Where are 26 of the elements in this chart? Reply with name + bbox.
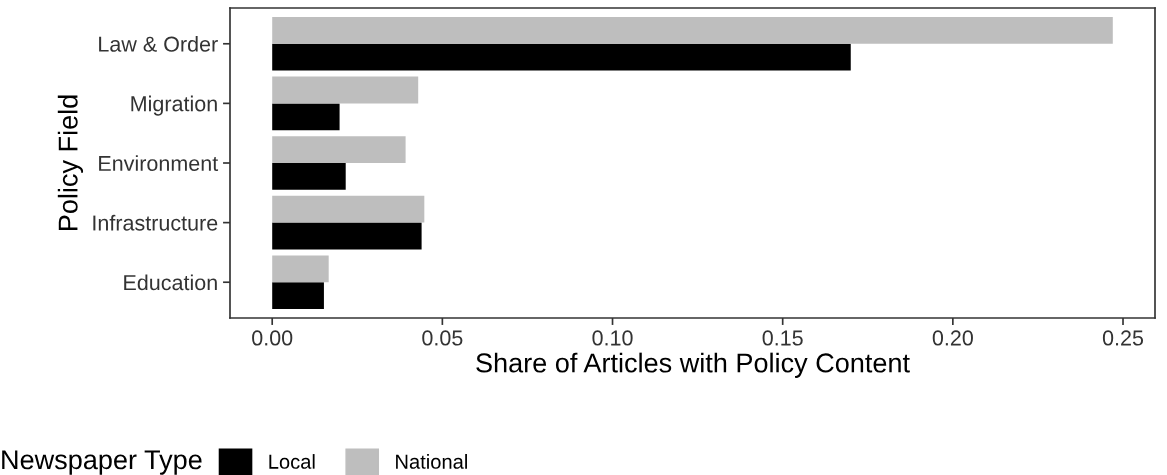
bar xyxy=(272,282,324,310)
bar xyxy=(272,43,851,71)
x-tick-label: 0.20 xyxy=(932,330,973,346)
bar xyxy=(272,16,1113,44)
x-tick-label: 0.00 xyxy=(252,330,293,346)
y-tick-label: Law & Order xyxy=(99,35,218,52)
x-tick-label: 0.15 xyxy=(762,330,803,346)
bar xyxy=(272,163,346,190)
bar xyxy=(272,136,406,163)
bar xyxy=(272,76,419,104)
legend-title: Newspaper Type xyxy=(2,450,202,475)
bar xyxy=(272,222,422,250)
bar xyxy=(272,195,425,223)
x-tick-label: 0.05 xyxy=(422,330,463,346)
bar xyxy=(272,103,340,131)
y-axis-title: Policy Field xyxy=(57,95,84,231)
y-tick-label: Environment xyxy=(99,155,219,172)
y-tick-label: Infrastructure xyxy=(93,214,218,231)
bar xyxy=(272,255,329,283)
y-tick-label: Education xyxy=(124,274,217,291)
y-tick-label: Migration xyxy=(131,95,217,116)
legend-label: Local xyxy=(269,454,315,469)
x-axis-title: Share of Articles with Policy Content xyxy=(476,352,910,378)
x-tick-label: 0.25 xyxy=(1102,330,1144,346)
legend-label: National xyxy=(396,454,467,469)
x-tick-label: 0.10 xyxy=(592,330,633,346)
